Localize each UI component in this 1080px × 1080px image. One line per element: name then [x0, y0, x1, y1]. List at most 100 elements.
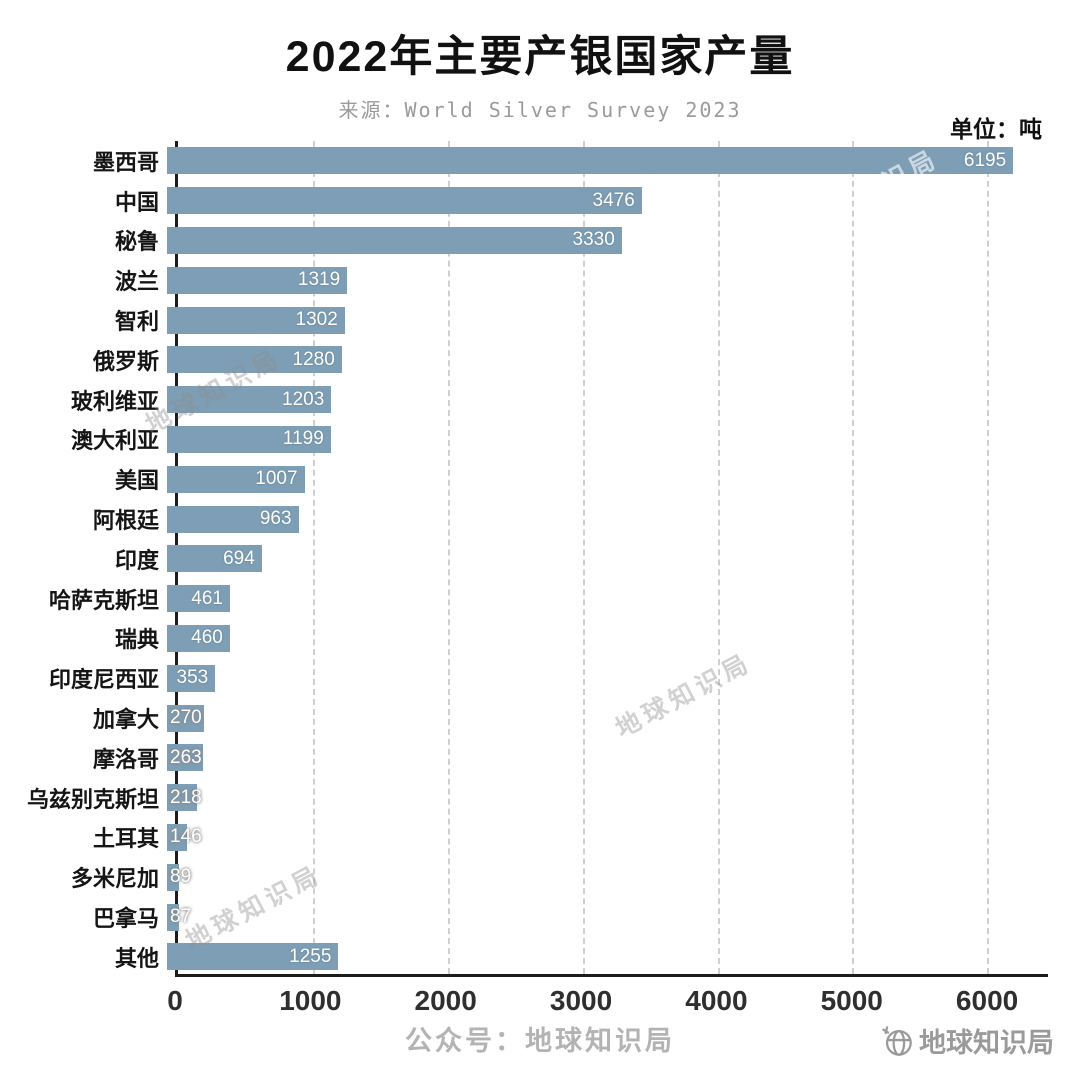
bar-value-label: 218 [170, 786, 202, 808]
bar-row: 俄罗斯 1280 [10, 340, 1048, 380]
x-axis: 0 1000 2000 3000 4000 5000 6000 [167, 977, 1048, 1019]
bar-row: 印度尼西亚 353 [10, 658, 1048, 698]
bar-track: 6195 [167, 147, 1048, 175]
globe-icon [880, 1024, 914, 1058]
gridline [582, 141, 585, 974]
category-label: 巴拿马 [92, 906, 159, 932]
bar-row: 多米尼加 89 [10, 857, 1048, 897]
bar-track: 87 [167, 903, 1048, 931]
bar-track: 3476 [167, 187, 1048, 215]
category-label: 玻利维亚 [70, 388, 159, 414]
bar-value-label: 1302 [295, 309, 338, 331]
bar-row: 哈萨克斯坦 461 [10, 579, 1048, 619]
bar-rows: 墨西哥 6195 中国 3476 秘鲁 3330 波兰 1319 智利 1302 俄罗斯 1280 玻利… [10, 141, 1048, 977]
category-label: 瑞典 [114, 627, 159, 653]
bar-track: 1007 [167, 465, 1048, 493]
bar: 1199 [167, 425, 331, 453]
bar-value-label: 1199 [282, 428, 324, 450]
bar-value-label: 1280 [292, 348, 335, 370]
bar-row: 澳大利亚 1199 [10, 420, 1048, 460]
x-axis-tick-label: 5000 [820, 985, 883, 1016]
bar: 218 [167, 784, 202, 812]
bar-value-label: 461 [191, 587, 223, 609]
bar-track: 270 [167, 704, 1048, 732]
category-label: 墨西哥 [92, 149, 159, 175]
gridline [987, 141, 990, 974]
category-label: 其他 [114, 945, 159, 971]
gridline [852, 141, 855, 974]
category-label: 秘鲁 [114, 229, 159, 255]
bar-row: 印度 694 [10, 539, 1048, 579]
bar-value-label: 270 [170, 707, 202, 729]
bar-track: 218 [167, 784, 1048, 812]
bar-value-label: 1255 [289, 945, 332, 967]
category-label: 哈萨克斯坦 [48, 587, 159, 613]
category-label: 印度尼西亚 [48, 667, 159, 693]
bar-track: 460 [167, 624, 1048, 652]
bar-value-label: 460 [191, 627, 223, 649]
category-label: 印度 [114, 547, 159, 573]
category-label: 波兰 [114, 269, 159, 295]
bar: 1203 [167, 386, 332, 414]
bar-track: 89 [167, 863, 1048, 891]
bar: 87 [167, 903, 191, 931]
category-label: 土耳其 [92, 826, 159, 852]
bar: 460 [167, 624, 230, 652]
bar: 263 [167, 744, 203, 772]
bar-track: 1255 [167, 943, 1048, 971]
category-label: 中国 [114, 189, 159, 215]
category-label: 乌兹别克斯坦 [26, 786, 159, 812]
bar: 146 [167, 823, 202, 851]
bar: 353 [167, 664, 216, 692]
bar-value-label: 1319 [297, 269, 341, 291]
bar-row: 乌兹别克斯坦 218 [10, 778, 1048, 818]
bar-track: 263 [167, 744, 1048, 772]
bar: 694 [167, 545, 262, 573]
bar-row: 中国 3476 [10, 181, 1048, 221]
x-axis-tick-label: 0 [167, 985, 183, 1016]
bar-row: 秘鲁 3330 [10, 221, 1048, 261]
bar: 3476 [167, 187, 642, 215]
brand-logo: 地球知识局 [872, 1021, 1054, 1060]
bar-track: 461 [167, 585, 1048, 613]
bar: 1319 [167, 266, 348, 294]
bar-row: 瑞典 460 [10, 619, 1048, 659]
bar-row: 阿根廷 963 [10, 499, 1048, 539]
bar-value-label: 263 [170, 746, 202, 768]
bar-track: 1199 [167, 425, 1048, 453]
bar-track: 694 [167, 545, 1048, 573]
bar: 89 [167, 863, 191, 891]
bar-row: 波兰 1319 [10, 260, 1048, 300]
unit-label: 单位：吨 [950, 116, 1042, 142]
footer-text: 公众号：地球知识局 [405, 1026, 675, 1056]
chart-header: 2022年主要产银国家产量 来源：World Silver Survey 202… [0, 0, 1080, 123]
bar-row: 美国 1007 [10, 459, 1048, 499]
bar-value-label: 146 [170, 826, 202, 848]
category-label: 加拿大 [92, 707, 159, 733]
bar-row: 其他 1255 [10, 937, 1048, 977]
bar: 1280 [167, 346, 342, 374]
bar: 270 [167, 704, 204, 732]
x-axis-tick-label: 4000 [685, 985, 748, 1016]
bar-track: 1203 [167, 386, 1048, 414]
bar-track: 963 [167, 505, 1048, 533]
gridline [447, 141, 450, 974]
bar-row: 土耳其 146 [10, 818, 1048, 858]
bar-row: 智利 1302 [10, 300, 1048, 340]
bar-track: 1319 [167, 266, 1048, 294]
bar-row: 巴拿马 87 [10, 897, 1048, 937]
bar-track: 353 [167, 664, 1048, 692]
bar: 1007 [167, 465, 305, 493]
bar: 1255 [167, 943, 339, 971]
bar-value-label: 963 [259, 508, 292, 530]
bar-chart: 墨西哥 6195 中国 3476 秘鲁 3330 波兰 1319 智利 1302 俄罗斯 1280 玻利… [10, 141, 1048, 1016]
x-axis-tick-label: 2000 [414, 985, 477, 1016]
brand-name: 地球知识局 [919, 1028, 1054, 1058]
category-label: 阿根廷 [92, 508, 159, 534]
category-label: 俄罗斯 [92, 348, 159, 374]
bar-value-label: 3476 [592, 189, 635, 211]
bar-row: 加拿大 270 [10, 698, 1048, 738]
category-label: 多米尼加 [70, 866, 159, 892]
bar-value-label: 353 [176, 667, 209, 689]
